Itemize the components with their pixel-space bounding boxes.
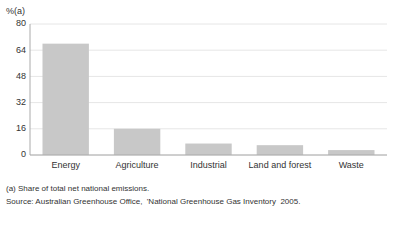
- y-axis: [30, 24, 31, 155]
- bar: [185, 144, 231, 155]
- y-tick-label: 16: [16, 123, 26, 133]
- x-tick-label: Industrial: [190, 160, 227, 170]
- bar: [328, 150, 374, 155]
- bar: [42, 44, 88, 155]
- bars: [42, 44, 374, 155]
- y-tick-label: 64: [16, 45, 26, 55]
- footnote: (a) Share of total net national emission…: [6, 184, 149, 193]
- footnote: Source: Australian Greenhouse Office, 'N…: [6, 197, 300, 206]
- y-tick-label: 32: [16, 97, 26, 107]
- grid-line: [30, 155, 387, 156]
- chart: 0 16 32 48 64 80 Energy Agriculture Industrial La…: [0, 0, 397, 227]
- x-tick-label: Land and forest: [249, 160, 312, 170]
- grid-line: [30, 24, 387, 25]
- y-tick-label: 48: [16, 71, 26, 81]
- bar: [257, 145, 303, 155]
- x-tick-label: Agriculture: [116, 160, 159, 170]
- x-tick-label: Waste: [339, 160, 364, 170]
- y-axis-label: %(a): [6, 6, 25, 16]
- y-tick-label: 80: [16, 18, 26, 28]
- bar: [114, 129, 160, 155]
- x-tick-label: Energy: [51, 160, 80, 170]
- y-tick-label: 0: [21, 149, 26, 159]
- grid: [30, 24, 387, 155]
- x-axis: [30, 155, 387, 156]
